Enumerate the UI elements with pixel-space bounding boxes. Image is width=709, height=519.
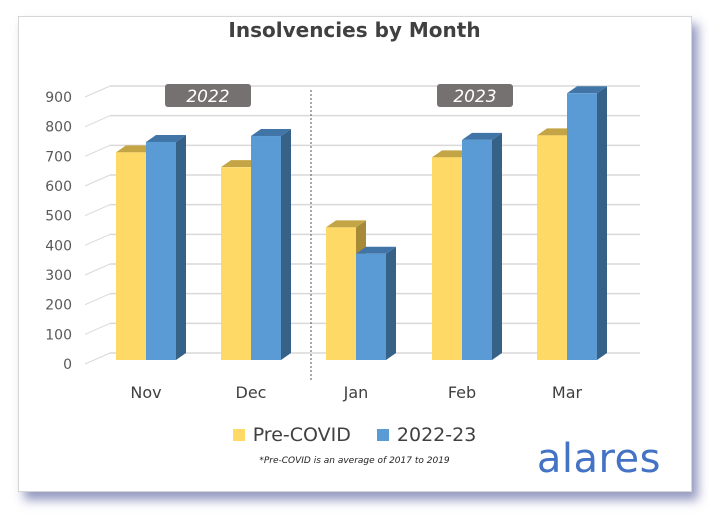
y-tick-label: 400 <box>45 238 72 254</box>
gridline-depth <box>84 85 111 98</box>
gridline-depth <box>84 263 111 276</box>
y-tick-label: 900 <box>45 90 72 106</box>
bar-pre-covid-jan <box>326 227 356 360</box>
legend-item-2022-23: 2022-23 <box>376 424 477 446</box>
gridline-depth <box>84 352 111 365</box>
bar-2022-23-mar <box>567 93 597 361</box>
bar-2022-23-dec <box>251 136 281 360</box>
bar-top <box>462 132 502 140</box>
group-label: 2022 <box>186 87 229 107</box>
bar-top <box>251 129 291 137</box>
gridline-depth <box>84 115 111 128</box>
y-tick-label: 800 <box>45 120 72 136</box>
bar-2022-23-feb <box>462 139 492 360</box>
legend-label: Pre-COVID <box>252 424 351 446</box>
bar-side <box>176 134 186 360</box>
gridline-depth <box>84 293 111 306</box>
bar-2022-23-nov <box>146 141 176 360</box>
bar-side <box>492 132 502 360</box>
bar-pre-covid-feb <box>432 157 462 360</box>
y-tick-label: 0 <box>63 357 72 373</box>
bar-side <box>386 246 396 360</box>
gridline-depth <box>84 204 111 217</box>
bar-pre-covid-dec <box>221 167 251 360</box>
x-tick-label: Mar <box>552 383 583 402</box>
x-tick-label: Dec <box>236 383 267 402</box>
bar-pre-covid-mar <box>537 135 567 360</box>
bar-side <box>281 129 291 360</box>
legend-swatch <box>232 429 245 441</box>
legend-swatch <box>376 429 389 441</box>
x-tick-label: Nov <box>130 383 161 402</box>
gridline-depth <box>84 233 111 246</box>
group-label-box <box>165 84 251 107</box>
y-tick-label: 300 <box>45 268 72 284</box>
y-tick-label: 600 <box>45 179 72 195</box>
gridline-depth <box>84 322 111 335</box>
y-tick-label: 500 <box>45 209 72 225</box>
group-label-box <box>437 84 513 107</box>
bar-top <box>567 86 607 94</box>
legend-item-precovid: Pre-COVID <box>232 424 351 446</box>
x-tick-label: Jan <box>343 383 369 402</box>
y-tick-label: 200 <box>45 298 72 314</box>
x-tick-label: Feb <box>448 383 476 402</box>
chart-title: Insolvencies by Month <box>228 18 481 42</box>
footnote: *Pre-COVID is an average of 2017 to 2019 <box>259 456 450 466</box>
bar-pre-covid-nov <box>116 152 146 360</box>
bar-top <box>326 220 366 228</box>
bar-top <box>356 246 396 254</box>
gridline-depth <box>84 144 111 157</box>
bar-top <box>146 134 186 142</box>
legend: Pre-COVID 2022-23 <box>0 424 709 446</box>
alares-logo: alares <box>536 436 661 482</box>
bar-2022-23-jan <box>356 253 386 360</box>
group-label: 2023 <box>453 87 496 107</box>
y-tick-label: 100 <box>45 327 72 343</box>
bar-side <box>597 86 607 361</box>
y-tick-label: 700 <box>45 149 72 165</box>
legend-label: 2022-23 <box>396 424 477 446</box>
gridline-depth <box>84 174 111 187</box>
